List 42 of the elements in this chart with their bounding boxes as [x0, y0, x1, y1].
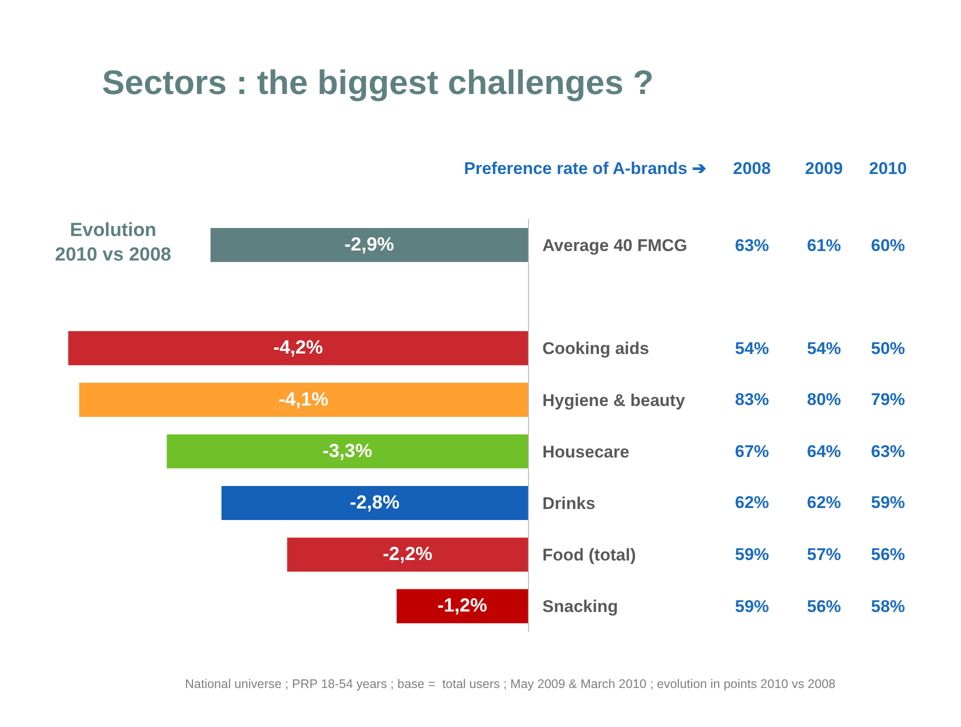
text: 2009: [805, 159, 843, 178]
annotation: Evolution 2010 vs 2008: [55, 220, 172, 266]
text: 59%: [735, 597, 770, 616]
data-label: -1,2%: [437, 596, 488, 617]
text: 67%: [735, 442, 770, 461]
text: 50%: [871, 339, 906, 358]
text: 63%: [735, 236, 770, 255]
data-label: -2,8%: [350, 492, 400, 514]
text: 54%: [735, 339, 770, 358]
text: 57%: [807, 545, 842, 564]
chart-title: Sectors : the biggest challenges ?: [102, 64, 654, 102]
data-label: -4,2%: [273, 338, 323, 359]
text: 59%: [735, 545, 770, 564]
text: National universe ; PRP 18-54 years ; base = total users ; May 2009 & March 2010 ; evolution in points 2010 vs 2008: [185, 677, 836, 691]
text: 62%: [735, 493, 770, 512]
text: 60%: [871, 236, 906, 255]
y-tick-label: Snacking: [542, 597, 618, 616]
text: 2010: [869, 159, 907, 178]
y-tick-label: Average 40 FMCG: [542, 236, 688, 255]
y-tick-label: Housecare: [542, 442, 630, 462]
data-label: -2,9%: [344, 234, 394, 256]
data-label: -3,3%: [322, 440, 372, 462]
y-tick-label: Hygiene & beauty: [542, 390, 686, 410]
text: 59%: [871, 493, 906, 512]
text: 79%: [871, 390, 906, 409]
data-label: -2,2%: [382, 544, 432, 566]
text: 56%: [807, 597, 842, 616]
text: 56%: [871, 545, 906, 564]
text: 80%: [807, 390, 842, 409]
text: 61%: [807, 236, 842, 255]
y-tick-label: Drinks: [542, 494, 596, 513]
text: 63%: [871, 442, 906, 461]
y-tick-label: Cooking aids: [542, 339, 650, 358]
text: Preference rate of A-brands ➔: [464, 159, 706, 178]
text: 64%: [807, 442, 842, 461]
y-tick-label: Food (total): [542, 546, 636, 565]
text: 83%: [735, 390, 770, 409]
data-label: -4,1%: [278, 389, 328, 410]
text: 62%: [807, 493, 842, 512]
text: 2008: [733, 159, 771, 178]
text: 54%: [807, 339, 842, 358]
text: 58%: [871, 597, 906, 616]
